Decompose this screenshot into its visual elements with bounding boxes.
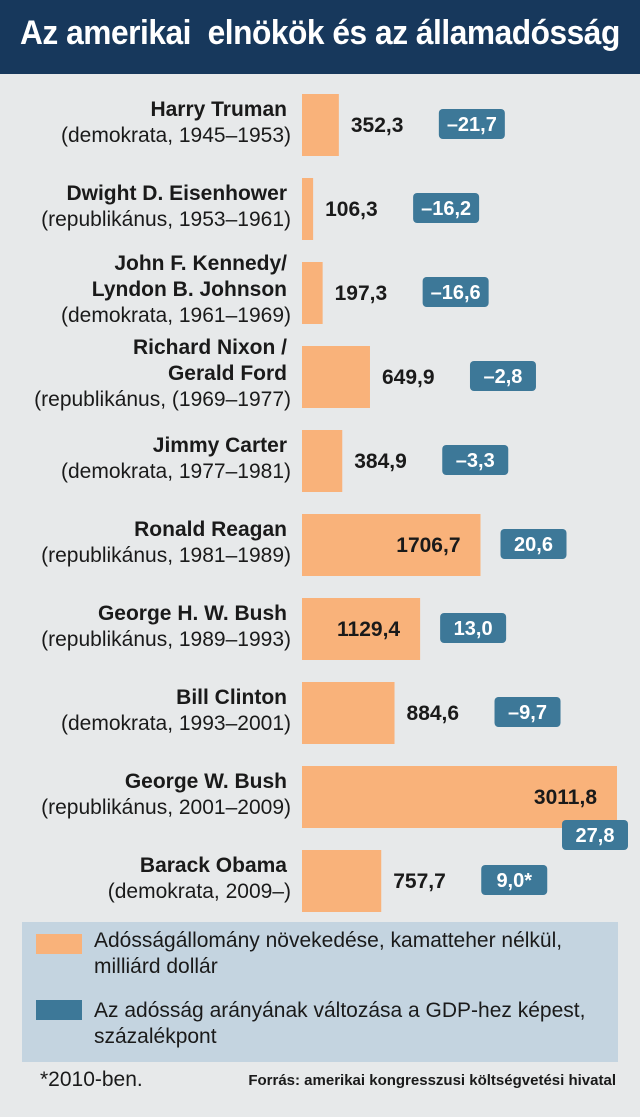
gdp-change-box bbox=[562, 820, 628, 850]
chart-row: Jimmy Carter (demokrata, 1977–1981) 384,9 –… bbox=[61, 430, 509, 492]
gdp-change-label: –2,8 bbox=[484, 366, 523, 388]
debt-bar bbox=[302, 766, 617, 828]
category-detail: (demokrata, 1977–1981) bbox=[61, 460, 291, 483]
debt-bar bbox=[302, 682, 395, 744]
category-name: Lyndon B. Johnson bbox=[92, 278, 287, 301]
chart-row: Ronald Reagan (republikánus, 1981–1989) 17… bbox=[41, 514, 567, 576]
category-name: George H. W. Bush bbox=[98, 602, 287, 625]
debt-bar bbox=[302, 262, 323, 324]
chart-row: George H. W. Bush (republikánus, 1989–199… bbox=[41, 598, 507, 660]
debt-value-label: 757,7 bbox=[393, 870, 446, 893]
category-name: Jimmy Carter bbox=[153, 434, 287, 457]
gdp-change-label: 27,8 bbox=[576, 825, 615, 847]
debt-value-label: 197,3 bbox=[335, 282, 388, 305]
category-detail: (demokrata, 1961–1969) bbox=[61, 304, 291, 327]
legend-swatch-debt bbox=[36, 934, 82, 954]
category-name: George W. Bush bbox=[125, 770, 287, 793]
debt-bar bbox=[302, 94, 339, 156]
gdp-change-label: 20,6 bbox=[514, 534, 553, 556]
gdp-change-label: –9,7 bbox=[508, 702, 547, 724]
category-name: John F. Kennedy/ bbox=[114, 252, 287, 275]
chart-row: John F. Kennedy/Lyndon B. Johnson (demokr… bbox=[61, 252, 489, 327]
category-detail: (demokrata, 2009–) bbox=[108, 880, 291, 903]
debt-value-label: 384,9 bbox=[354, 450, 407, 473]
debt-bar bbox=[302, 346, 370, 408]
legend-label-debt: Adósságállomány növekedése, kamatteher n… bbox=[94, 929, 563, 978]
chart-row: George W. Bush (republikánus, 2001–2009) 3… bbox=[41, 766, 628, 850]
category-name: Gerald Ford bbox=[168, 362, 287, 385]
gdp-change-box bbox=[469, 361, 536, 391]
category-name: Dwight D. Eisenhower bbox=[66, 182, 287, 205]
chart-row: Harry Truman (demokrata, 1945–1953) 352,3 –… bbox=[61, 94, 505, 156]
gdp-change-box bbox=[481, 865, 548, 895]
debt-value-label: 352,3 bbox=[351, 114, 404, 137]
gdp-change-label: –16,6 bbox=[431, 282, 481, 304]
debt-value-label: 1129,4 bbox=[337, 618, 400, 641]
category-detail: (republikánus, 2001–2009) bbox=[41, 796, 291, 819]
gdp-change-label: 13,0 bbox=[454, 618, 493, 640]
category-detail: (demokrata, 1993–2001) bbox=[61, 712, 291, 735]
source-note: Forrás: amerikai kongresszusi költségvet… bbox=[248, 1072, 616, 1089]
gdp-change-box bbox=[494, 697, 561, 727]
gdp-change-label: –16,2 bbox=[421, 198, 471, 220]
legend-label-gdp: Az adósság arányának változása a GDP-hez… bbox=[94, 999, 586, 1048]
category-detail: (republikánus, (1969–1977) bbox=[34, 388, 291, 411]
gdp-change-label: –3,3 bbox=[456, 450, 495, 472]
debt-bar bbox=[302, 514, 481, 576]
legend-swatch-gdp bbox=[36, 1000, 82, 1020]
debt-value-label: 3011,8 bbox=[534, 786, 597, 809]
legend: Adósságállomány növekedése, kamatteher n… bbox=[22, 922, 618, 1062]
category-detail: (republikánus, 1953–1961) bbox=[41, 208, 291, 231]
debt-value-label: 106,3 bbox=[325, 198, 378, 221]
category-name: Harry Truman bbox=[150, 98, 287, 121]
category-detail: (demokrata, 1945–1953) bbox=[61, 124, 291, 147]
gdp-change-label: 9,0* bbox=[496, 870, 532, 892]
debt-bar bbox=[302, 430, 343, 492]
category-name: Barack Obama bbox=[140, 854, 287, 877]
footnote: *2010-ben. bbox=[40, 1068, 143, 1091]
category-detail: (republikánus, 1981–1989) bbox=[41, 544, 291, 567]
gdp-change-box bbox=[440, 613, 507, 643]
debt-value-label: 1706,7 bbox=[396, 534, 460, 557]
bar-chart: Harry Truman (demokrata, 1945–1953) 352,3 –… bbox=[34, 94, 628, 912]
gdp-change-box bbox=[422, 277, 489, 307]
chart-row: Richard Nixon / Gerald Ford (republikánus,… bbox=[34, 336, 536, 411]
chart-row: Barack Obama (demokrata, 2009–) 757,7 9,0* bbox=[108, 850, 548, 912]
category-detail: (republikánus, 1989–1993) bbox=[41, 628, 291, 651]
debt-value-label: 649,9 bbox=[382, 366, 435, 389]
gdp-change-box bbox=[442, 445, 509, 475]
gdp-change-box bbox=[438, 109, 505, 139]
chart-row: Bill Clinton (demokrata, 1993–2001) 884,6 –… bbox=[61, 682, 561, 744]
title-bar: Az amerikai elnökök és az államadósság bbox=[0, 0, 640, 74]
gdp-change-box bbox=[500, 529, 567, 559]
debt-value-label: 884,6 bbox=[407, 702, 460, 725]
gdp-change-label: –21,7 bbox=[447, 114, 497, 136]
chart-row: Dwight D. Eisenhower (republikánus, 1953–… bbox=[41, 178, 480, 240]
chart-title: Az amerikai elnökök és az államadósság bbox=[20, 14, 620, 52]
debt-bar bbox=[302, 850, 382, 912]
category-name: Richard Nixon / bbox=[133, 336, 287, 359]
debt-bar bbox=[302, 598, 421, 660]
category-name: Bill Clinton bbox=[176, 686, 287, 709]
category-name: Ronald Reagan bbox=[134, 518, 287, 541]
gdp-change-box bbox=[413, 193, 480, 223]
debt-bar bbox=[302, 178, 314, 240]
